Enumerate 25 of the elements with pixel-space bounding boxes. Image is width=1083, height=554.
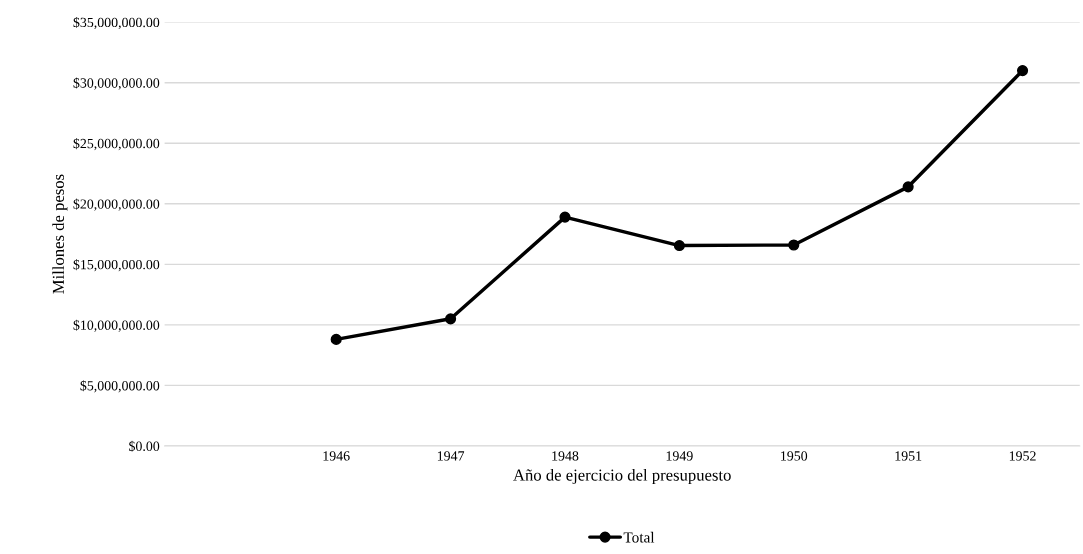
point — [673, 240, 685, 252]
x-axis-title: Año de ejercicio del presupuesto — [513, 468, 731, 485]
point — [788, 239, 800, 251]
legend-label: Total — [623, 531, 655, 543]
y-tick-label: $20,000,000.00 — [73, 198, 160, 211]
y-tick-label: $5,000,000.00 — [80, 380, 160, 393]
x-tick-label: 1949 — [666, 451, 693, 461]
x-tick-label: 1952 — [1009, 451, 1036, 461]
y-tick-label: $10,000,000.00 — [73, 319, 160, 332]
x-tick-label: 1951 — [895, 451, 922, 461]
y-axis-title: Millones de pesos — [52, 174, 68, 294]
y-tick-label: $25,000,000.00 — [73, 138, 160, 151]
x-tick-label: 1950 — [781, 451, 808, 461]
point — [445, 313, 457, 325]
y-tick-label: $15,000,000.00 — [73, 259, 160, 272]
point — [902, 181, 914, 193]
y-tick-label: $35,000,000.00 — [73, 16, 160, 30]
point — [559, 211, 571, 223]
x-tick-label: 1948 — [552, 451, 579, 461]
point — [330, 333, 342, 345]
x-tick-label: 1947 — [437, 451, 465, 461]
y-tick-label: $30,000,000.00 — [73, 77, 160, 90]
x-tick-label: 1946 — [323, 451, 350, 461]
point — [1016, 65, 1029, 77]
y-tick-label: $0.00 — [129, 440, 160, 452]
